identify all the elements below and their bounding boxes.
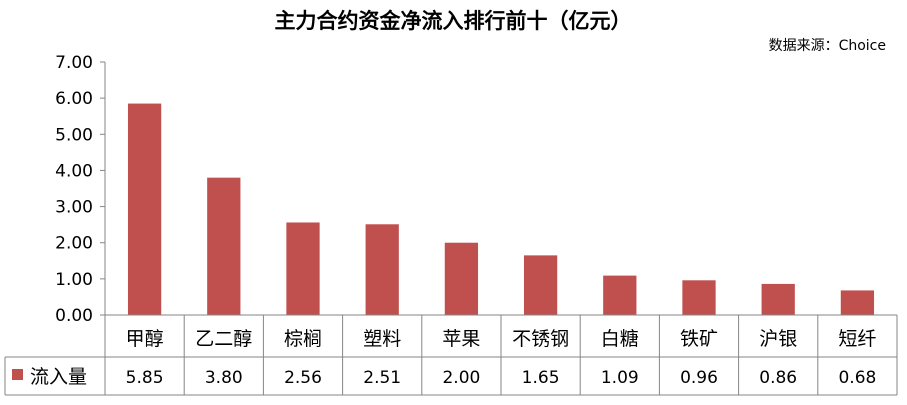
category-label: 塑料 bbox=[363, 328, 401, 350]
bar bbox=[286, 222, 320, 315]
y-tick-label: 1.00 bbox=[55, 270, 93, 290]
bar bbox=[127, 103, 162, 315]
category-label: 苹果 bbox=[442, 328, 480, 350]
y-tick-label: 3.00 bbox=[55, 198, 93, 218]
y-tick-label: 0.00 bbox=[55, 306, 93, 326]
category-label: 不锈钢 bbox=[512, 328, 569, 350]
category-label: 铁矿 bbox=[680, 328, 718, 350]
legend-swatch bbox=[12, 369, 23, 380]
bar bbox=[840, 290, 875, 315]
data-label: 2.56 bbox=[284, 368, 322, 388]
category-label: 白糖 bbox=[601, 328, 639, 350]
bar bbox=[523, 255, 558, 315]
bars bbox=[127, 103, 875, 315]
category-label: 沪银 bbox=[759, 328, 797, 350]
data-label: 5.85 bbox=[126, 368, 164, 388]
data-table: 流入量 甲醇 5.85 乙二醇 3.80 棕榈 2.56 塑料 2.51 苹果 2.00 不锈钢 1.… bbox=[4, 314, 898, 396]
bar bbox=[444, 242, 479, 315]
data-label: 3.80 bbox=[205, 368, 243, 388]
data-label: 1.65 bbox=[522, 368, 560, 388]
bar bbox=[207, 177, 241, 315]
bar bbox=[682, 280, 716, 315]
y-tick-label: 5.00 bbox=[55, 125, 93, 145]
y-axis: 0.00 1.00 2.00 3.00 4.00 5.00 6.00 7.00 bbox=[55, 53, 106, 326]
data-label: 0.86 bbox=[759, 368, 797, 388]
category-label: 乙二醇 bbox=[195, 328, 252, 350]
y-tick-label: 6.00 bbox=[55, 89, 93, 109]
bar bbox=[603, 275, 637, 315]
y-tick-label: 2.00 bbox=[55, 234, 93, 254]
legend-label: 流入量 bbox=[30, 366, 87, 388]
data-label: 1.09 bbox=[601, 368, 639, 388]
y-tick-label: 7.00 bbox=[55, 53, 93, 73]
data-label: 2.51 bbox=[363, 368, 401, 388]
y-tick-label: 4.00 bbox=[55, 161, 93, 181]
bar bbox=[761, 283, 795, 315]
bar bbox=[365, 224, 399, 315]
data-label: 0.68 bbox=[838, 368, 876, 388]
category-label: 短纤 bbox=[838, 328, 876, 350]
category-label: 棕榈 bbox=[284, 328, 322, 350]
chart-title: 主力合约资金净流入排行前十（亿元） bbox=[275, 9, 632, 33]
chart-source: 数据来源：Choice bbox=[769, 38, 886, 54]
category-label: 甲醇 bbox=[126, 328, 164, 350]
data-label: 2.00 bbox=[442, 368, 480, 388]
data-label: 0.96 bbox=[680, 368, 718, 388]
